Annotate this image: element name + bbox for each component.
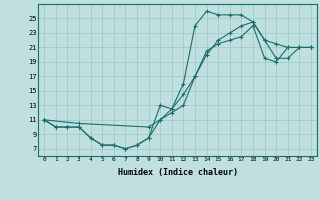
X-axis label: Humidex (Indice chaleur): Humidex (Indice chaleur)	[118, 168, 238, 177]
